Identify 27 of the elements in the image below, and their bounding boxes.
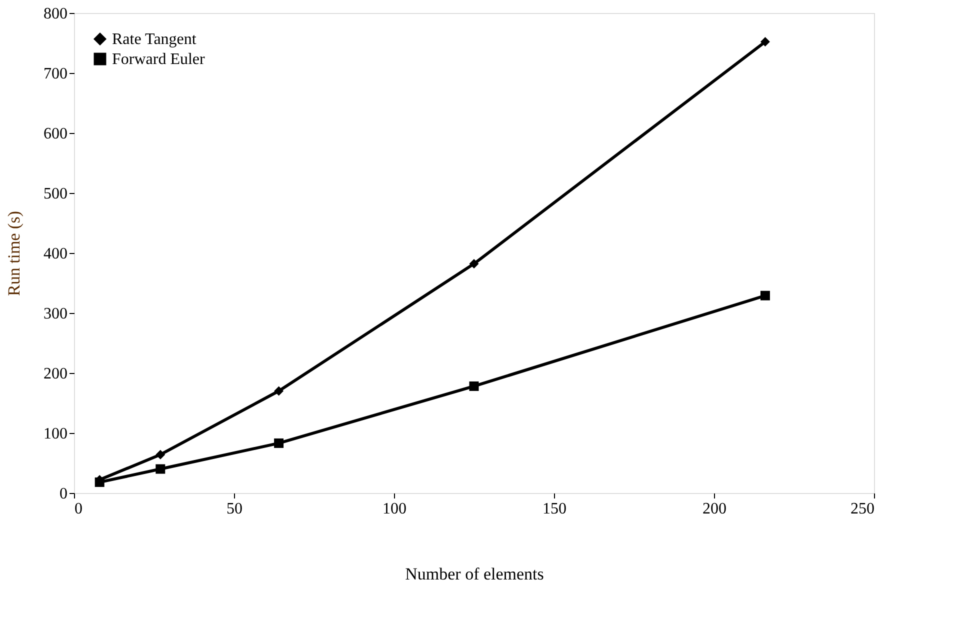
y-tick-label: 200	[44, 366, 68, 382]
legend-label: Rate Tangent	[112, 31, 197, 48]
x-tick-label: 200	[702, 500, 726, 518]
y-tick-label: 800	[44, 6, 68, 22]
point	[469, 381, 479, 391]
x-tick-label: 150	[542, 500, 566, 518]
x-tick-label: 0	[74, 500, 82, 518]
x-tick-label: 250	[850, 500, 874, 518]
point	[274, 438, 284, 448]
y-tick-label: 700	[44, 66, 68, 82]
x-tick-label: 100	[382, 500, 406, 518]
y-axis-title: Run time (s)	[4, 211, 24, 296]
y-tick-label: 400	[44, 246, 68, 262]
y-tick-label: 100	[44, 426, 68, 442]
y-tick-label: 0	[60, 486, 68, 502]
legend-label: Forward Euler	[112, 51, 206, 68]
x-axis-title: Number of elements	[405, 564, 544, 584]
point	[760, 37, 770, 47]
point	[156, 464, 166, 474]
point	[760, 290, 770, 300]
x-tick-label: 50	[226, 500, 242, 518]
y-tick-label: 500	[44, 186, 68, 202]
point	[156, 450, 166, 460]
point	[274, 386, 284, 396]
y-tick-label: 600	[44, 126, 68, 142]
point	[469, 259, 479, 269]
y-tick-label: 300	[44, 306, 68, 322]
